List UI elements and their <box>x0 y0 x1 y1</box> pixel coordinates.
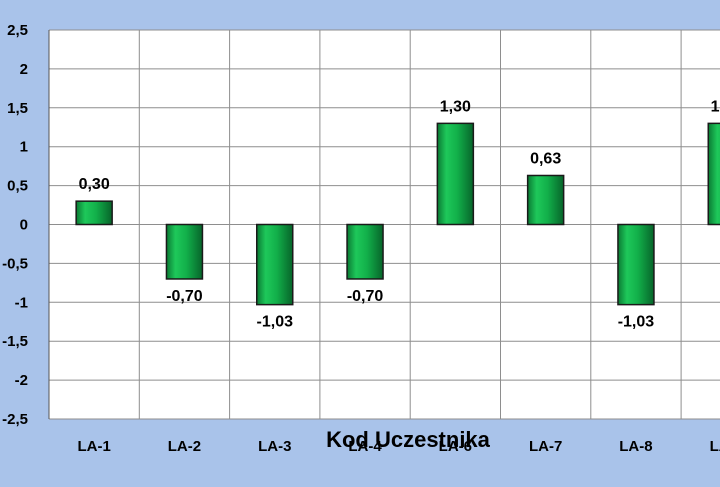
y-tick-label: -0,5 <box>2 255 28 272</box>
bar <box>436 122 475 226</box>
bar <box>165 223 204 280</box>
bar <box>346 223 384 280</box>
y-axis-ticks: 2,5 2 1,5 1 0,5 0 -0,5 -1 -1,5 -2 -2,5 <box>2 22 28 428</box>
bar <box>526 174 565 226</box>
y-tick-label: 1 <box>20 139 28 156</box>
y-tick-label: -2 <box>15 372 28 389</box>
data-label: -1,03 <box>257 314 294 331</box>
y-tick-label: -2,5 <box>2 411 28 428</box>
y-tick-label: 0 <box>20 217 28 234</box>
data-label: 0,63 <box>530 150 561 167</box>
data-labels: 0,30 -0,70 -1,03 -0,70 1,30 0,63 -1,03 1,30 <box>79 98 720 330</box>
y-tick-label: -1 <box>15 294 28 311</box>
x-tick-label: LA-3 <box>258 438 291 455</box>
y-tick-label: 0,5 <box>7 178 28 195</box>
data-label: -0,70 <box>347 288 384 305</box>
bar <box>617 223 655 306</box>
bars <box>75 122 720 306</box>
y-tick-label: 2,5 <box>7 22 28 39</box>
y-tick-label: 2 <box>20 61 28 78</box>
x-tick-label: LA-7 <box>529 438 562 455</box>
data-label: 0,30 <box>79 176 110 193</box>
y-tick-label: 1,5 <box>7 100 28 117</box>
x-tick-label: LA-1 <box>77 438 110 455</box>
data-label: 1,30 <box>711 98 720 115</box>
x-tick-label: LA-4 <box>348 438 382 455</box>
data-label: -1,03 <box>618 314 655 331</box>
bar <box>75 200 113 226</box>
data-label: -0,70 <box>166 288 203 305</box>
x-axis-ticks: LA-1 LA-2 LA-3 LA-4 LA-6 LA-7 LA-8 LA-9 <box>77 438 720 455</box>
bar <box>256 223 294 306</box>
y-tick-label: -1,5 <box>2 333 28 350</box>
x-tick-label: LA-6 <box>439 438 472 455</box>
x-tick-label: LA-8 <box>619 438 652 455</box>
data-label: 1,30 <box>440 98 471 115</box>
x-tick-label: LA-2 <box>168 438 201 455</box>
x-tick-label: LA-9 <box>710 438 720 455</box>
x-axis-title: Kod Uczestnika <box>326 427 491 452</box>
bar <box>707 122 720 226</box>
gridlines <box>48 29 720 420</box>
